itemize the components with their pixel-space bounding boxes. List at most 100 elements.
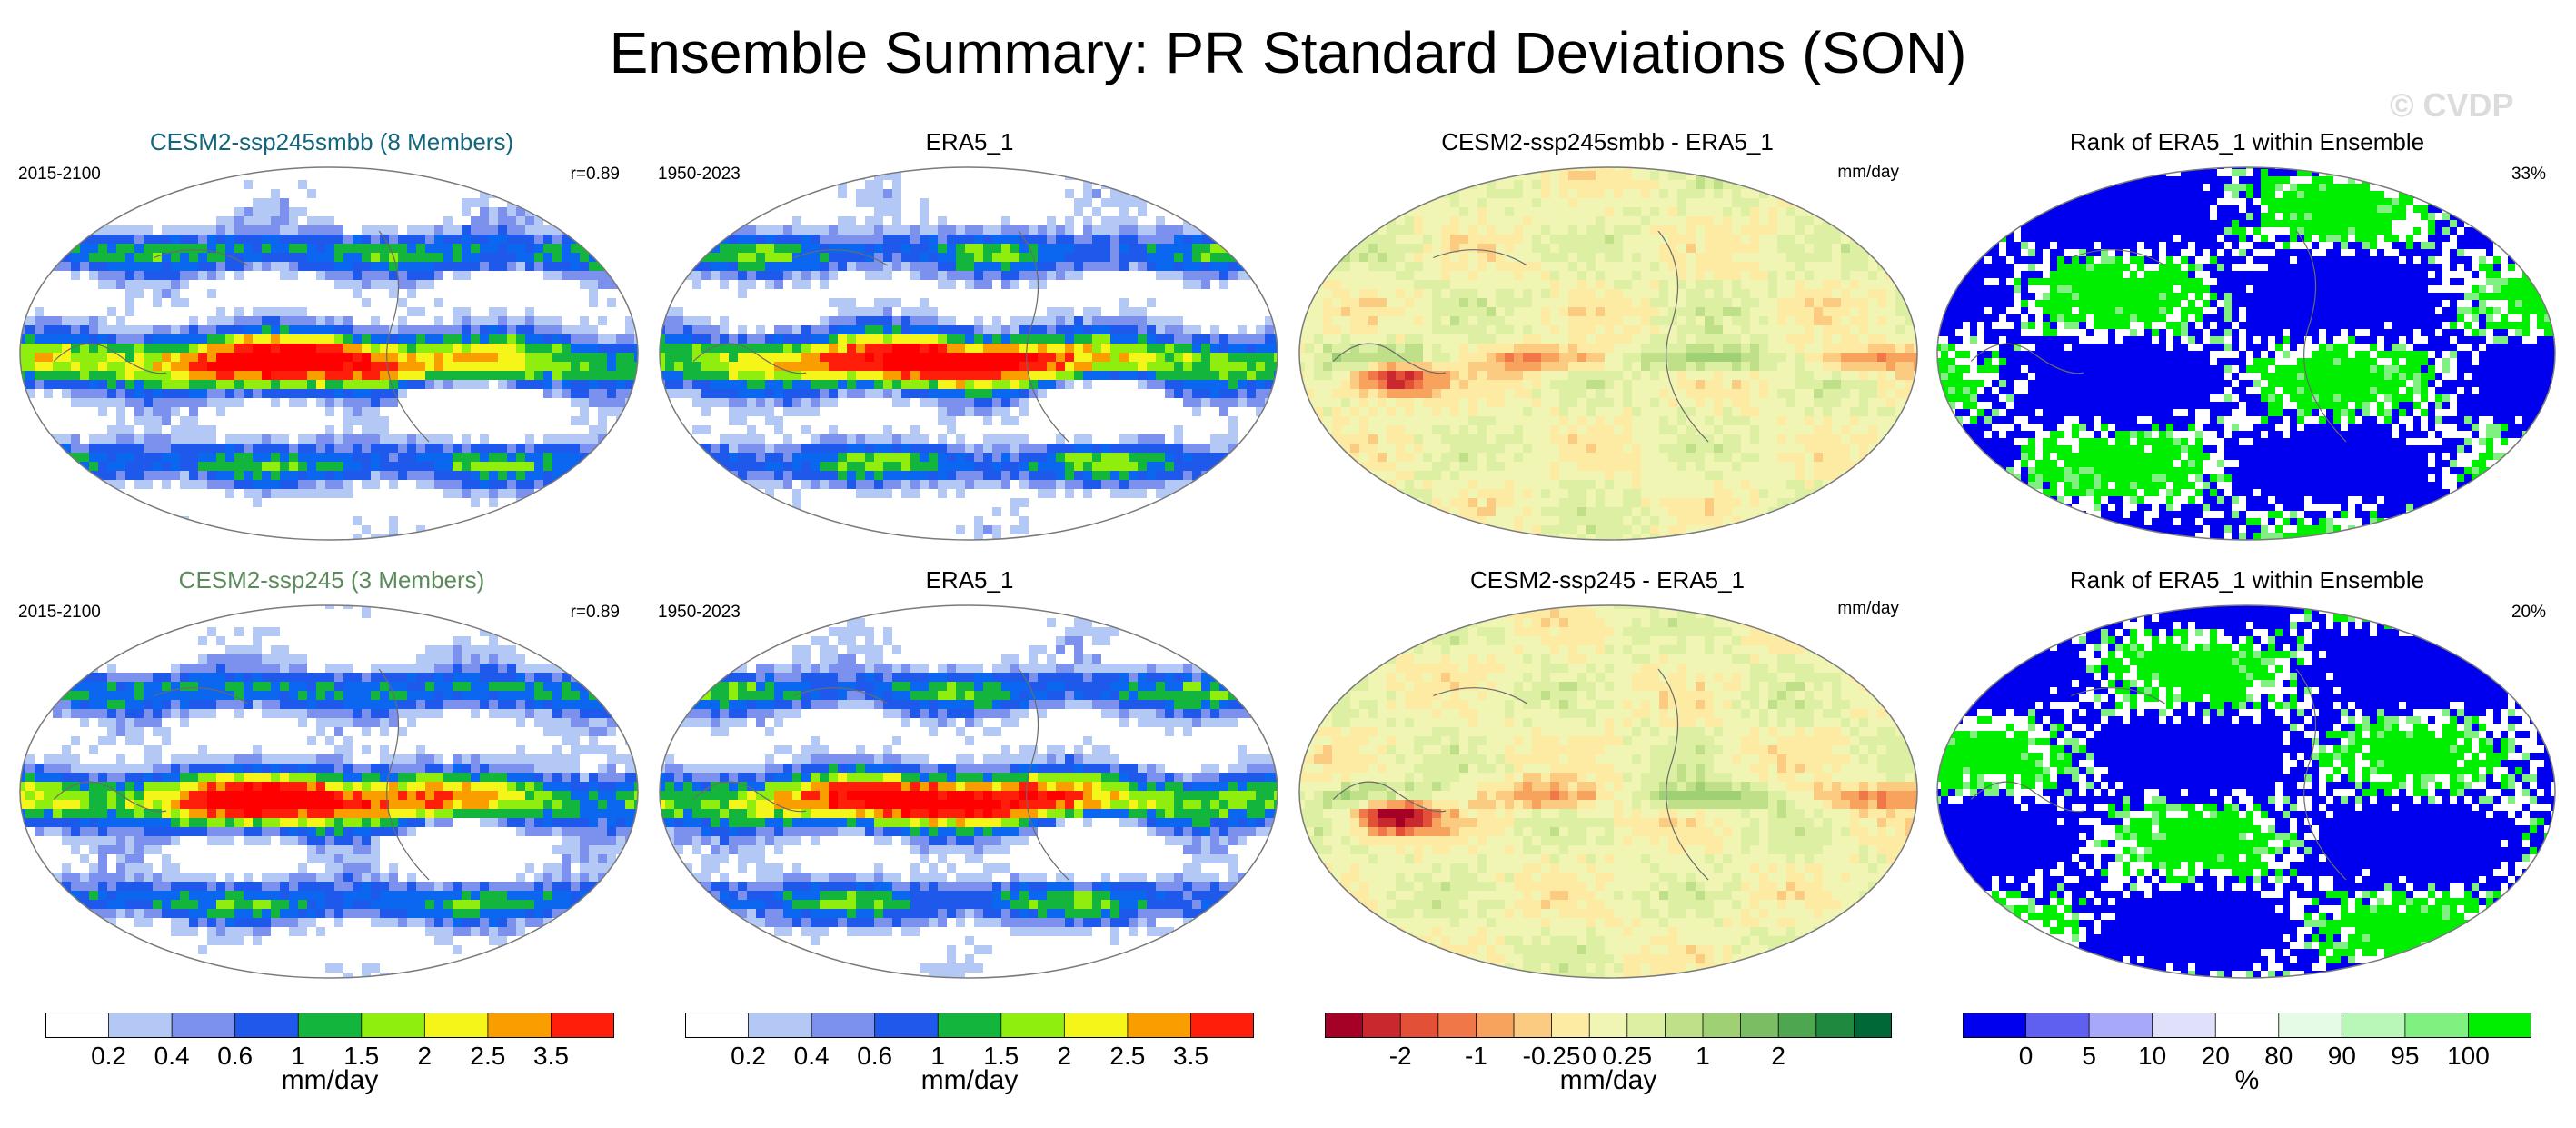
- colorbar-swatch: [1777, 1013, 1817, 1038]
- panel-title-rank: Rank of ERA5_1 within Ensemble: [1934, 565, 2561, 594]
- colorbar-tick-label: 80: [2243, 1042, 2315, 1071]
- colorbar-swatch: [1702, 1013, 1742, 1038]
- colorbar-tick-label: 2: [1028, 1042, 1100, 1071]
- colorbar-swatch: [1475, 1013, 1515, 1038]
- colorbar-tick-label: 0.25: [1591, 1042, 1664, 1071]
- colorbar-difference: [1325, 1013, 1892, 1038]
- map-rank: [1936, 166, 2556, 541]
- colorbar-tick-label: 0.2: [73, 1042, 145, 1071]
- colorbar-units: mm/day: [685, 1065, 1254, 1096]
- colorbar-swatch: [937, 1013, 1002, 1038]
- colorbar-swatch: [234, 1013, 300, 1038]
- colorbar-units: %: [1963, 1065, 2531, 1096]
- map-obs-stddev: [659, 166, 1278, 541]
- map-difference: [1298, 166, 1918, 541]
- colorbar-tick-label: 3.5: [1154, 1042, 1227, 1071]
- colorbar-swatch: [1854, 1013, 1892, 1038]
- watermark: © CVDP: [2390, 86, 2571, 125]
- colorbar-pr-stddev: [45, 1013, 614, 1038]
- colorbar-swatch: [1362, 1013, 1402, 1038]
- colorbar-swatch: [1000, 1013, 1066, 1038]
- colorbar-swatch: [2468, 1013, 2531, 1038]
- colorbar-swatch: [1437, 1013, 1477, 1038]
- map-model-b-stddev: [19, 604, 639, 979]
- colorbar-swatch: [1664, 1013, 1704, 1038]
- colorbar-tick-label: 0.2: [712, 1042, 785, 1071]
- panel-title-obs: ERA5_1: [656, 565, 1283, 594]
- colorbar-swatch: [1399, 1013, 1439, 1038]
- map-rank: [1936, 604, 2556, 979]
- colorbar-tick-label: 10: [2116, 1042, 2189, 1071]
- colorbar-swatch: [2152, 1013, 2217, 1038]
- colorbar-tick-label: 1.5: [325, 1042, 398, 1071]
- colorbar-tick-label: 2.5: [452, 1042, 524, 1071]
- colorbar-swatch: [108, 1013, 174, 1038]
- colorbar-rank: [1963, 1013, 2531, 1038]
- colorbar-swatch: [297, 1013, 363, 1038]
- colorbar-units: mm/day: [45, 1065, 614, 1096]
- colorbar-pr-stddev: [685, 1013, 1254, 1038]
- panel-title-model-a: CESM2-ssp245smbb (8 Members): [18, 127, 645, 156]
- colorbar-swatch: [1963, 1013, 2027, 1038]
- colorbar-tick-label: 1: [262, 1042, 334, 1071]
- colorbar-tick-label: -0.25: [1516, 1042, 1588, 1071]
- panel-rank-percent: 20%: [2472, 602, 2546, 624]
- colorbar-tick-label: 1.5: [965, 1042, 1038, 1071]
- panel-correlation-label: r=0.89: [545, 164, 620, 185]
- colorbar-tick-label: 0.6: [839, 1042, 911, 1071]
- colorbar-swatch: [1325, 1013, 1364, 1038]
- panel-title-difference: CESM2-ssp245 - ERA5_1: [1294, 565, 1921, 594]
- map-model-a-stddev: [19, 166, 639, 541]
- panel-title-rank: Rank of ERA5_1 within Ensemble: [1934, 127, 2561, 156]
- colorbar-swatch: [1063, 1013, 1129, 1038]
- colorbar-swatch: [2278, 1013, 2343, 1038]
- colorbar-tick-label: 5: [2053, 1042, 2125, 1071]
- colorbar-swatch: [2341, 1013, 2406, 1038]
- colorbar-swatch: [1551, 1013, 1591, 1038]
- panel-units-label: mm/day: [1825, 162, 1899, 184]
- colorbar-swatch: [45, 1013, 110, 1038]
- colorbar-swatch: [171, 1013, 236, 1038]
- colorbar-tick-label: 2: [388, 1042, 461, 1071]
- colorbar-swatch: [811, 1013, 876, 1038]
- colorbar-tick-label: 1: [901, 1042, 974, 1071]
- colorbar-swatch: [1190, 1013, 1254, 1038]
- panel-units-label: mm/day: [1825, 598, 1899, 620]
- colorbar-tick-label: -2: [1364, 1042, 1437, 1071]
- panel-rank-percent: 33%: [2472, 164, 2546, 185]
- colorbar-tick-label: 0.4: [775, 1042, 848, 1071]
- colorbar-tick-label: 3.5: [514, 1042, 587, 1071]
- colorbar-swatch: [361, 1013, 426, 1038]
- map-difference: [1298, 604, 1918, 979]
- colorbar-swatch: [423, 1013, 489, 1038]
- colorbar-tick-label: 20: [2179, 1042, 2252, 1071]
- panel-title-difference: CESM2-ssp245smbb - ERA5_1: [1294, 127, 1921, 156]
- colorbar-tick-label: 0.4: [135, 1042, 208, 1071]
- colorbar-swatch: [748, 1013, 813, 1038]
- colorbar-tick-label: 90: [2305, 1042, 2378, 1071]
- colorbar-tick-label: 100: [2432, 1042, 2504, 1071]
- colorbar-tick-label: 0: [1553, 1042, 1626, 1071]
- colorbar-tick-label: 0: [1990, 1042, 2063, 1071]
- panel-period-label: 2015-2100: [18, 164, 101, 185]
- colorbar-tick-label: 2: [1742, 1042, 1815, 1071]
- colorbar-swatch: [2214, 1013, 2280, 1038]
- colorbar-tick-label: 0.6: [199, 1042, 272, 1071]
- colorbar-swatch: [1740, 1013, 1780, 1038]
- panel-correlation-label: r=0.89: [545, 602, 620, 624]
- panel-title-model-b: CESM2-ssp245 (3 Members): [18, 565, 645, 594]
- panel-period-label: 2015-2100: [18, 602, 101, 624]
- colorbar-tick-label: 2.5: [1091, 1042, 1164, 1071]
- colorbar-swatch: [1626, 1013, 1666, 1038]
- colorbar-swatch: [551, 1013, 614, 1038]
- colorbar-tick-label: 95: [2369, 1042, 2442, 1071]
- colorbar-swatch: [487, 1013, 552, 1038]
- colorbar-swatch: [1588, 1013, 1628, 1038]
- colorbar-tick-label: -1: [1439, 1042, 1512, 1071]
- colorbar-swatch: [1513, 1013, 1553, 1038]
- figure-title: Ensemble Summary: PR Standard Deviations…: [0, 16, 2576, 89]
- colorbar-swatch: [874, 1013, 940, 1038]
- colorbar-swatch: [1127, 1013, 1192, 1038]
- colorbar-swatch: [685, 1013, 750, 1038]
- colorbar-swatch: [2404, 1013, 2470, 1038]
